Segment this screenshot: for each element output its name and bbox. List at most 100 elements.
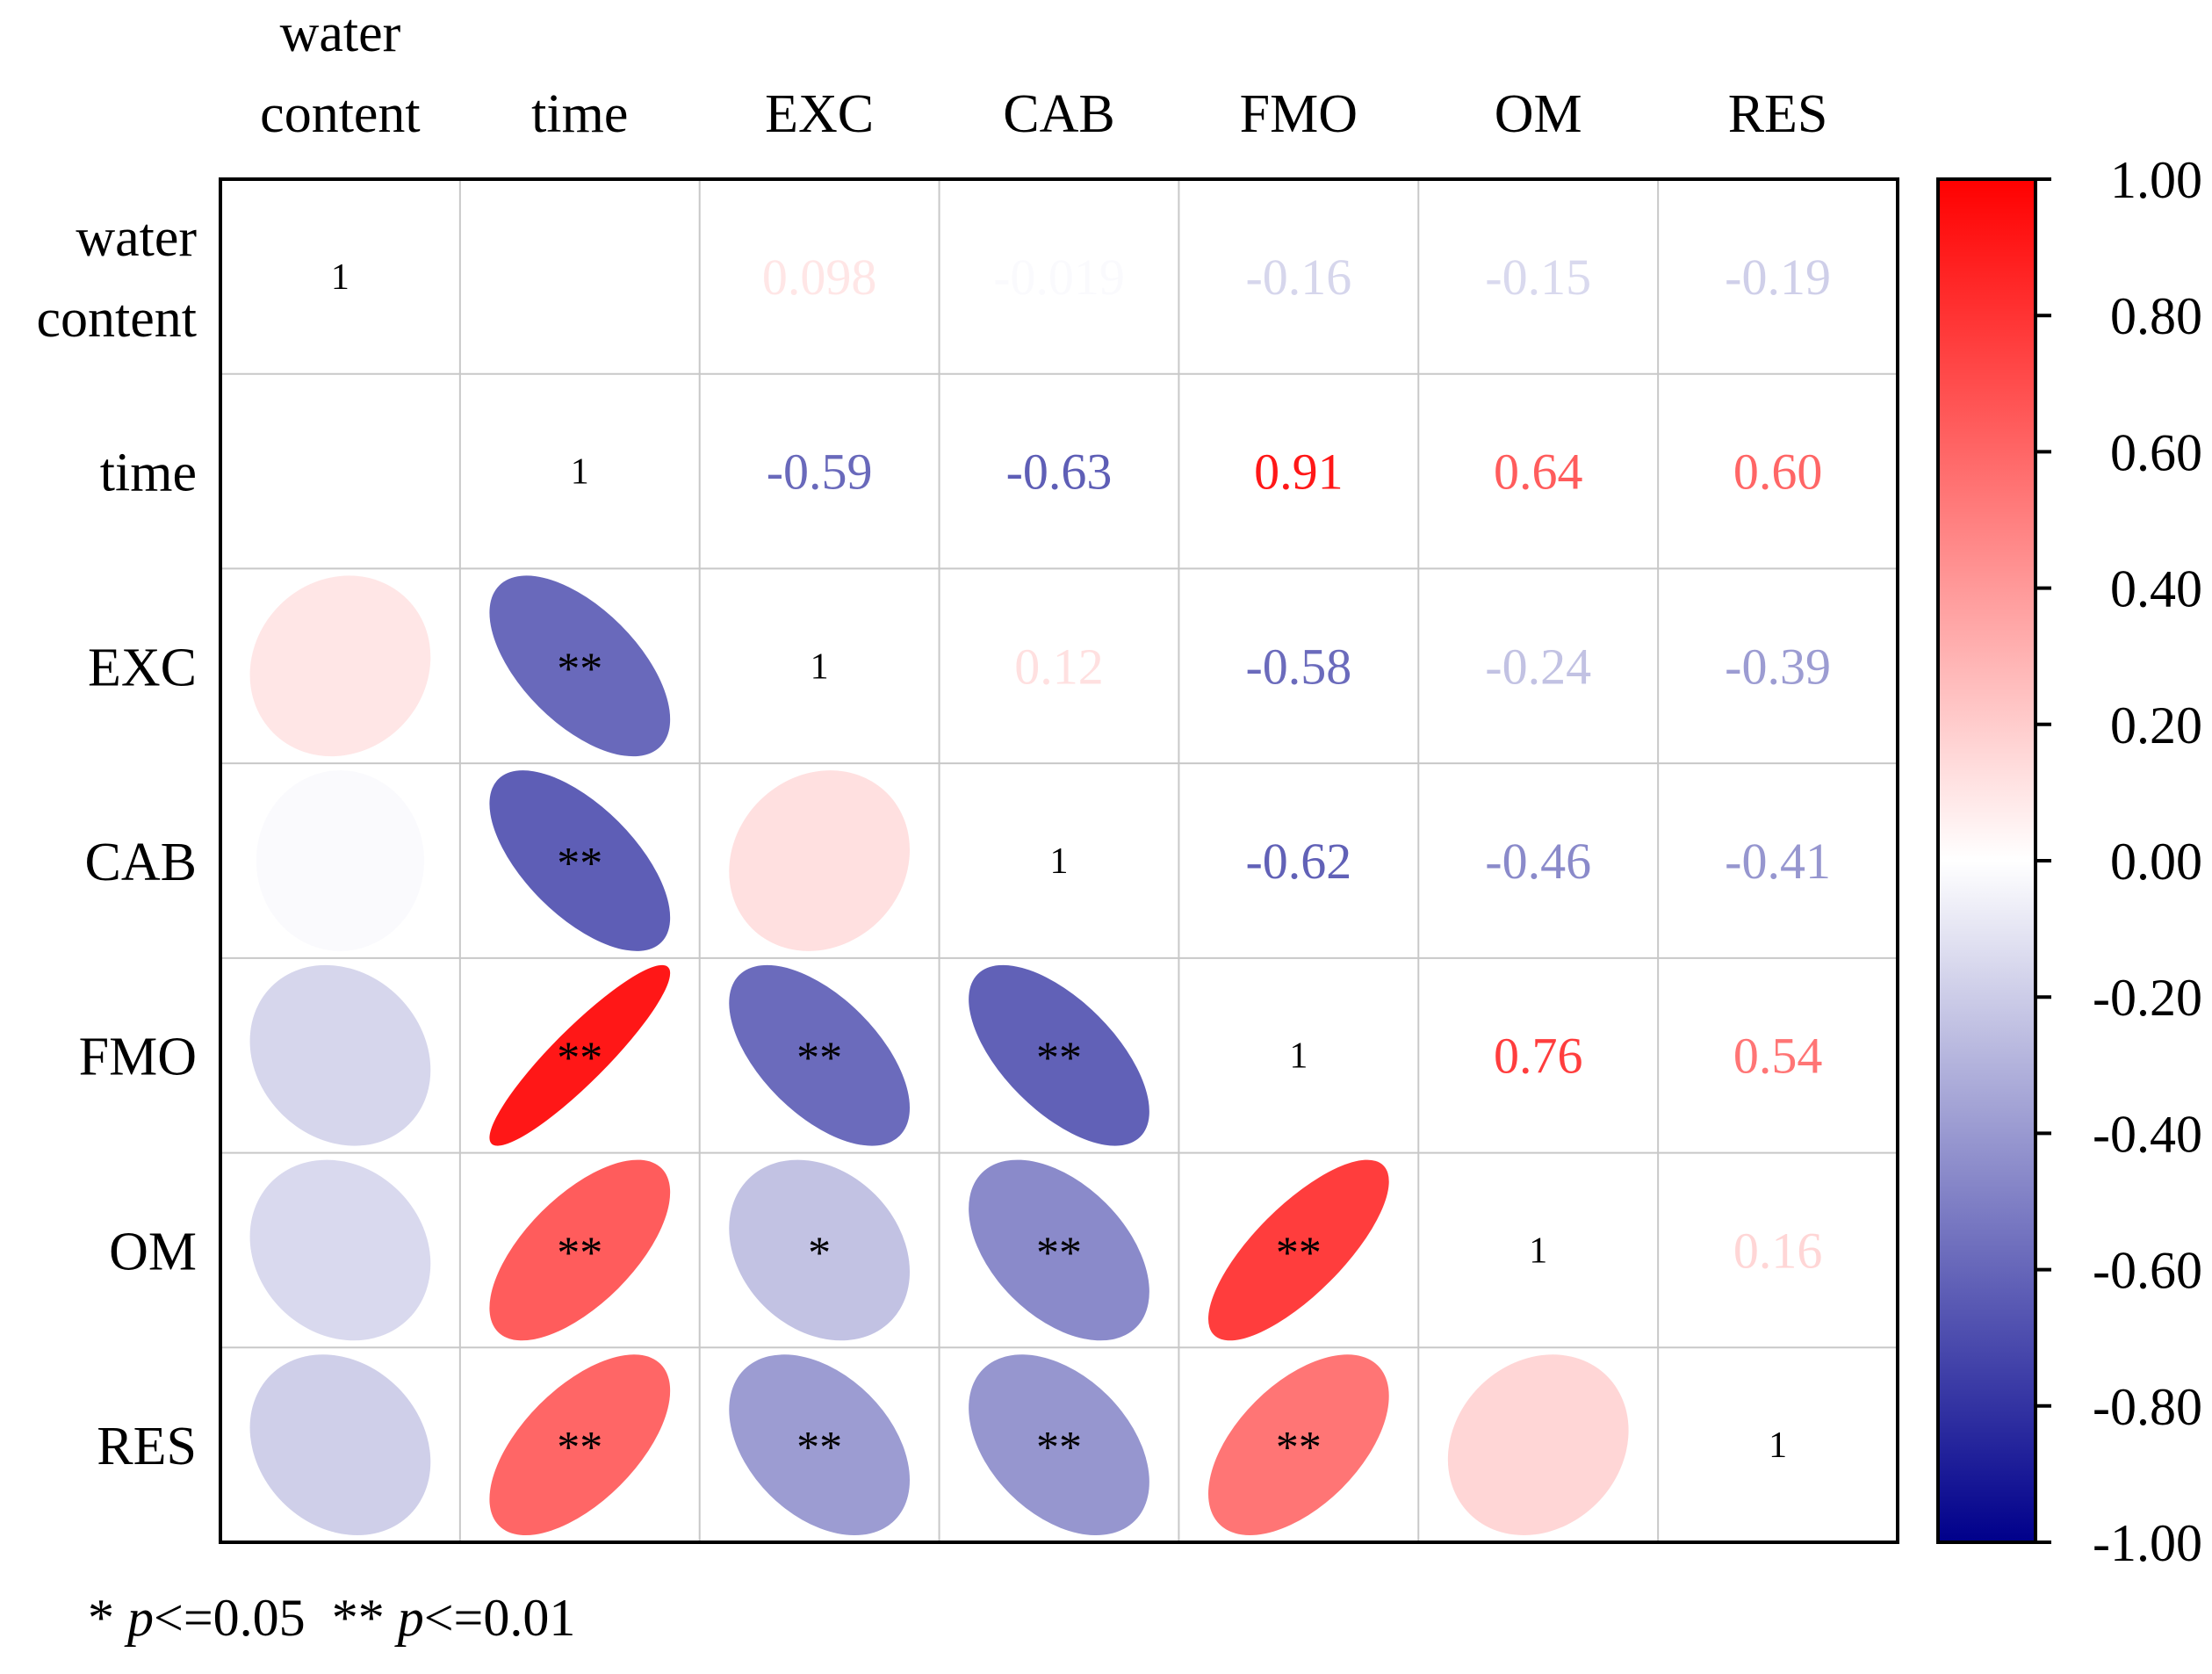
corr-value: -0.63 (1006, 444, 1113, 501)
diagonal-value: 1 (331, 257, 349, 298)
corr-ellipse (256, 770, 424, 951)
row-label: FMO (79, 1028, 197, 1087)
corr-value: -0.019 (993, 249, 1125, 306)
significance-mark: ** (1036, 1228, 1082, 1278)
significance-mark: ** (1276, 1423, 1322, 1473)
significance-mark: ** (557, 644, 602, 694)
corr-value: 0.60 (1733, 444, 1823, 501)
matrix-cells: 1 -1.5E-16 0.098 -0.019 -0.16 -0.15 -0.19 1 -0.5… (249, 249, 1831, 1535)
significance-mark: ** (1036, 1423, 1082, 1473)
corr-value: -0.24 (1485, 638, 1591, 695)
colorbar-tick-label: -0.20 (2093, 969, 2202, 1027)
footnote-cond-1: <=0.05 (154, 1589, 332, 1647)
corr-value: 0.12 (1014, 638, 1104, 695)
column-label: time (531, 84, 628, 144)
significance-footnote: * p<=0.05 ** p<=0.01 (88, 1591, 575, 1644)
corr-ellipse (489, 770, 671, 951)
colorbar: 1.00 0.80 0.60 0.40 0.20 0.00 -0.20 -0.40 -0.60 -… (1936, 151, 2202, 1572)
significance-mark: ** (557, 1423, 602, 1473)
matrix-frame (219, 177, 1899, 1544)
corr-value: -0.16 (1245, 249, 1351, 306)
corr-ellipse (489, 964, 671, 1146)
significance-mark: * (808, 1228, 831, 1278)
corr-value: -1.5E-16 (490, 249, 670, 306)
corr-value: 0.098 (762, 249, 877, 306)
diagonal-value: 1 (1289, 1036, 1308, 1077)
corr-value: 0.76 (1494, 1028, 1583, 1085)
corr-ellipse (969, 1159, 1149, 1341)
corr-ellipse (729, 1159, 911, 1341)
corr-ellipse (729, 1354, 911, 1535)
row-label: time (100, 444, 197, 503)
colorbar-tick-label: -1.00 (2093, 1514, 2202, 1572)
axis-labels: water content time EXC CAB FMO OM RES water conte… (37, 4, 1828, 1476)
corr-ellipse (969, 964, 1149, 1146)
corr-value: -0.15 (1485, 249, 1591, 306)
significance-mark: ** (1276, 1228, 1322, 1278)
footnote-p-1: p (127, 1589, 154, 1647)
corr-value: 0.16 (1733, 1222, 1823, 1279)
corr-value: -0.58 (1245, 638, 1351, 695)
diagonal-value: 1 (1769, 1425, 1787, 1466)
significance-mark: ** (557, 1034, 602, 1084)
colorbar-tick-label: -0.80 (2093, 1378, 2202, 1436)
colorbar-tick-label: 0.40 (2110, 560, 2202, 618)
corr-value: 0.91 (1254, 444, 1344, 501)
row-label: content (37, 289, 198, 349)
corr-value: 0.54 (1733, 1028, 1823, 1085)
colorbar-tick-label: -0.60 (2093, 1242, 2202, 1300)
column-label: CAB (1003, 84, 1114, 144)
footnote-cond-2: <=0.01 (423, 1589, 576, 1647)
colorbar-tick-label: 0.60 (2110, 423, 2202, 481)
row-label: OM (109, 1222, 197, 1281)
row-label: water (76, 208, 197, 268)
significance-mark: ** (557, 1228, 602, 1278)
corr-ellipse (489, 1354, 671, 1535)
corr-ellipse (489, 575, 671, 757)
diagonal-value: 1 (571, 452, 589, 493)
colorbar-gradient (1936, 177, 2037, 1544)
corr-value: -0.62 (1245, 833, 1351, 890)
colorbar-tick-label: 0.20 (2110, 696, 2202, 754)
colorbar-tick-label: 1.00 (2110, 151, 2202, 209)
corr-ellipse (249, 575, 431, 757)
colorbar-ticks: 1.00 0.80 0.60 0.40 0.20 0.00 -0.20 -0.40 -0.60 -… (2035, 151, 2202, 1572)
diagonal-value: 1 (811, 646, 829, 687)
row-label: EXC (88, 638, 197, 697)
corr-ellipse (729, 964, 911, 1146)
significance-mark: ** (796, 1423, 842, 1473)
corr-ellipse (489, 1159, 671, 1341)
corr-ellipse (729, 770, 911, 951)
significance-mark: ** (557, 839, 602, 889)
column-label: content (260, 84, 421, 144)
row-label: RES (97, 1417, 197, 1476)
column-label: EXC (765, 84, 874, 144)
significance-mark: ** (1036, 1034, 1082, 1084)
colorbar-tick-label: -0.40 (2093, 1105, 2202, 1163)
footnote-star-2: ** (331, 1589, 398, 1647)
colorbar-tick-label: 0.80 (2110, 287, 2202, 345)
significance-mark: ** (796, 1034, 842, 1084)
column-label: RES (1728, 84, 1828, 144)
grid-lines (220, 179, 1898, 1542)
footnote-p-2: p (397, 1589, 424, 1647)
corr-value: 0.64 (1494, 444, 1583, 501)
corr-ellipse (249, 964, 431, 1146)
corr-value: -0.41 (1725, 833, 1831, 890)
corr-ellipse (249, 1159, 431, 1341)
footnote-star-1: * (88, 1589, 127, 1647)
colorbar-tick-label: 0.00 (2110, 833, 2202, 891)
corr-ellipse (1208, 1354, 1389, 1535)
row-label: CAB (85, 833, 197, 892)
corr-value: -0.39 (1725, 638, 1831, 695)
corr-ellipse (249, 1354, 431, 1535)
diagonal-value: 1 (1529, 1230, 1547, 1271)
column-label: FMO (1240, 84, 1358, 144)
corr-ellipse (969, 1354, 1149, 1535)
corr-ellipse (1208, 1159, 1389, 1341)
corr-value: -0.46 (1485, 833, 1591, 890)
column-label: water (280, 4, 401, 63)
corr-value: -0.19 (1725, 249, 1831, 306)
corr-ellipse (1447, 1354, 1629, 1535)
